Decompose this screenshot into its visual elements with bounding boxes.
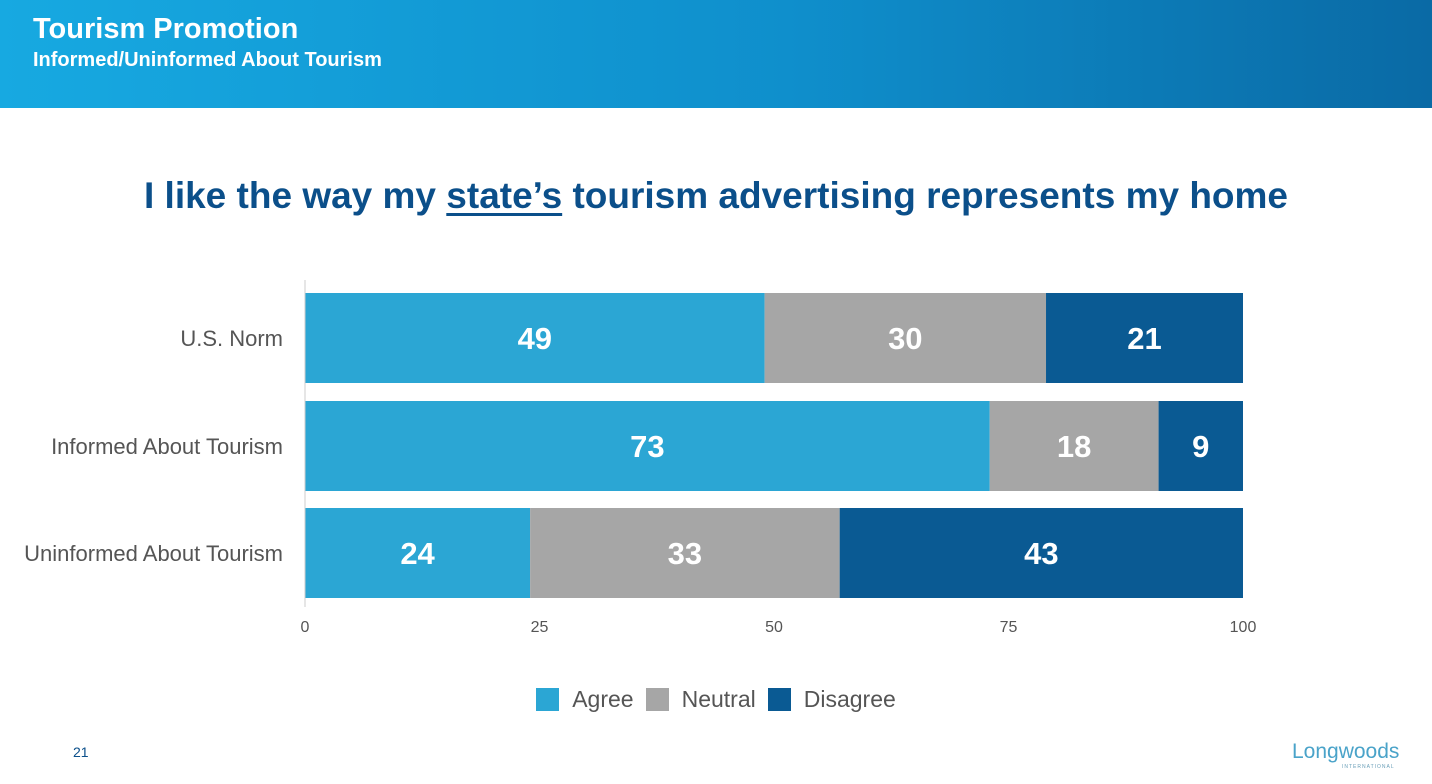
legend-label-neutral: Neutral (681, 686, 756, 712)
data-label-agree-u-s-norm: 49 (518, 321, 552, 356)
legend-item-agree: Agree (536, 686, 634, 713)
bar-neutral-informed-about-tourism (989, 401, 1159, 491)
x-tick-label-50: 50 (765, 619, 783, 636)
category-label-u-s-norm: U.S. Norm (180, 326, 283, 351)
bar-agree-u-s-norm (305, 293, 765, 383)
bar-agree-uninformed-about-tourism (305, 508, 531, 598)
chart-title-underlined: state’s (446, 175, 563, 216)
header-title: Tourism Promotion (33, 13, 299, 45)
x-tick-label-25: 25 (531, 619, 549, 636)
x-tick-label-75: 75 (1000, 619, 1018, 636)
bar-neutral-uninformed-about-tourism (530, 508, 840, 598)
longwoods-logo: Longwoods INTERNATIONAL (1292, 740, 1399, 770)
bar-disagree-uninformed-about-tourism (839, 508, 1243, 598)
data-label-agree-informed-about-tourism: 73 (630, 429, 664, 464)
logo-main-text: Longwoods (1292, 740, 1399, 763)
data-label-disagree-uninformed-about-tourism: 43 (1024, 536, 1058, 571)
legend-label-disagree: Disagree (803, 686, 896, 712)
header-subtitle: Informed/Uninformed About Tourism (33, 49, 382, 71)
bar-neutral-u-s-norm (764, 293, 1047, 383)
logo-sub-text: INTERNATIONAL (1342, 764, 1395, 770)
legend-swatch-neutral (645, 688, 669, 711)
bar-agree-informed-about-tourism (305, 401, 990, 491)
category-label-uninformed-about-tourism: Uninformed About Tourism (24, 541, 283, 566)
x-tick-label-0: 0 (301, 619, 310, 636)
header-banner: Tourism Promotion Informed/Uninformed Ab… (0, 0, 1432, 108)
legend-label-agree: Agree (572, 686, 634, 712)
chart-title: I like the way my state’s tourism advert… (0, 173, 1432, 219)
chart-title-after: tourism advertising represents my home (562, 175, 1289, 216)
x-tick-label-100: 100 (1230, 619, 1257, 636)
data-label-disagree-u-s-norm: 21 (1127, 321, 1161, 356)
chart-title-before: I like the way my (143, 175, 447, 216)
data-label-neutral-informed-about-tourism: 18 (1057, 429, 1091, 464)
chart-legend: Agree Neutral Disagree (0, 686, 1432, 713)
data-label-neutral-uninformed-about-tourism: 33 (668, 536, 702, 571)
bar-disagree-informed-about-tourism (1158, 401, 1243, 491)
stacked-bar-chart: U.S. Norm 49 30 21 Informed About Tourism 73 1… (24, 280, 1257, 636)
legend-item-disagree: Disagree (767, 686, 896, 713)
legend-swatch-agree (536, 688, 560, 711)
data-label-disagree-informed-about-tourism: 9 (1192, 429, 1209, 464)
data-label-neutral-u-s-norm: 30 (888, 321, 922, 356)
legend-item-neutral: Neutral (645, 686, 756, 713)
category-label-informed-about-tourism: Informed About Tourism (51, 434, 283, 459)
bar-disagree-u-s-norm (1046, 293, 1243, 383)
data-label-agree-uninformed-about-tourism: 24 (400, 536, 435, 571)
legend-swatch-disagree (767, 688, 791, 711)
page-number: 21 (73, 744, 89, 760)
